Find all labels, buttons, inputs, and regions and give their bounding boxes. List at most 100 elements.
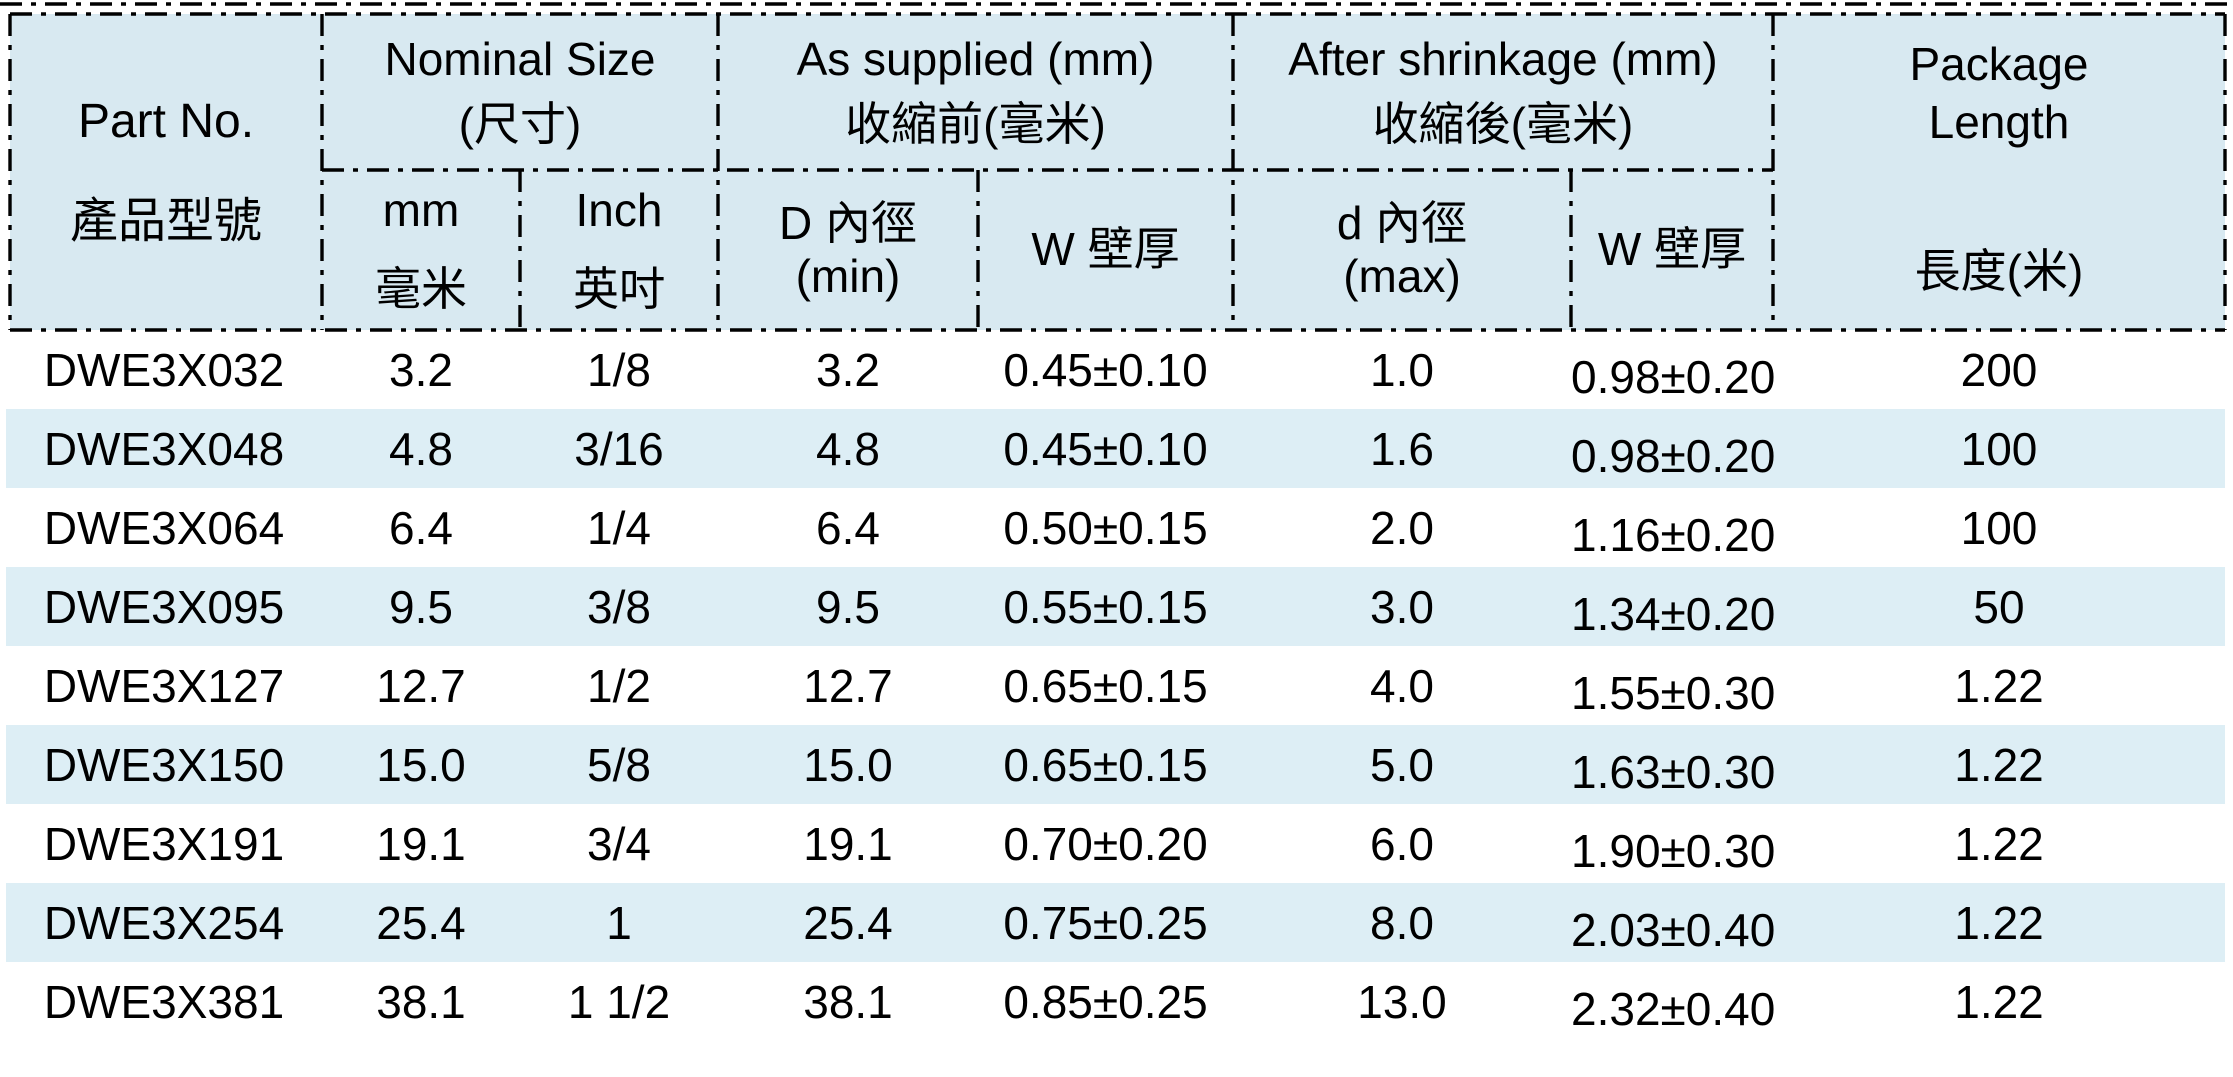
cell-part-no: DWE3X381 — [43, 975, 285, 1028]
table-row: DWE3X191 19.1 3/4 19.1 0.70±0.20 6.0 1.9… — [6, 804, 2225, 883]
header-nominal-size: Nominal Size (尺寸) — [322, 14, 718, 170]
table-row: DWE3X381 38.1 1 1/2 38.1 0.85±0.25 13.0 … — [6, 962, 2225, 1041]
cell-inch: 5/8 — [587, 738, 651, 791]
table-row: DWE3X064 6.4 1/4 6.4 0.50±0.15 2.0 1.16±… — [6, 488, 2225, 567]
cell-d-max: 1.0 — [1370, 343, 1434, 396]
cell-w-as-supplied: 0.45±0.10 — [1003, 422, 1208, 475]
cell-d-max: 6.0 — [1370, 817, 1434, 870]
header-after-shrinkage: After shrinkage (mm) 收縮後(毫米) — [1233, 14, 1773, 170]
cell-inch: 3/16 — [574, 422, 664, 475]
cell-w-as-supplied: 0.85±0.25 — [1003, 975, 1208, 1028]
header-inch: Inch 英吋 — [520, 170, 718, 330]
table-row: DWE3X127 12.7 1/2 12.7 0.65±0.15 4.0 1.5… — [6, 646, 2225, 725]
cell-w-as-supplied: 0.70±0.20 — [1003, 817, 1208, 870]
header-d-inner-min-line2: (min) — [795, 250, 901, 302]
cell-part-no: DWE3X032 — [43, 343, 285, 396]
cell-inch: 1 — [606, 896, 632, 949]
cell-w-after-shrinkage: 2.32±0.40 — [1571, 982, 1776, 1035]
cell-package-length: 1.22 — [1954, 975, 2044, 1028]
header-d-inner-max-line2: (max) — [1343, 250, 1461, 302]
header-as-supplied-en: As supplied (mm) — [796, 32, 1155, 85]
cell-w-after-shrinkage: 1.90±0.30 — [1571, 824, 1776, 877]
header-mm: mm 毫米 — [322, 170, 520, 330]
cell-inch: 1 1/2 — [567, 975, 671, 1028]
cell-w-as-supplied: 0.55±0.15 — [1003, 580, 1208, 633]
header-d-inner-max-line1: d 內徑 — [1336, 197, 1468, 250]
cell-inch: 1/4 — [587, 501, 651, 554]
cell-d-max: 13.0 — [1357, 975, 1447, 1028]
header-d-inner-min-line1: D 內徑 — [779, 197, 917, 250]
table-row: DWE3X048 4.8 3/16 4.8 0.45±0.10 1.6 0.98… — [6, 409, 2225, 488]
header-part-no-en: Part No. — [77, 95, 255, 148]
header-w-wall-after-shrinkage: W 壁厚 — [1571, 170, 1773, 330]
cell-part-no: DWE3X064 — [43, 501, 285, 554]
cell-w-after-shrinkage: 1.34±0.20 — [1571, 587, 1776, 640]
table-row: DWE3X095 9.5 3/8 9.5 0.55±0.15 3.0 1.34±… — [6, 567, 2225, 646]
header-package-length: Package Length 長度(米) — [1773, 14, 2225, 330]
cell-mm: 9.5 — [389, 580, 453, 633]
cell-mm: 38.1 — [376, 975, 466, 1028]
cell-d-min: 12.7 — [803, 659, 893, 712]
cell-d-max: 8.0 — [1370, 896, 1434, 949]
cell-w-after-shrinkage: 1.55±0.30 — [1571, 666, 1776, 719]
cell-package-length: 50 — [1973, 580, 2025, 633]
cell-mm: 19.1 — [376, 817, 466, 870]
cell-inch: 1/8 — [587, 343, 651, 396]
header-mm-zh: 毫米 — [375, 263, 467, 315]
header-inch-zh: 英吋 — [573, 263, 665, 315]
cell-part-no: DWE3X254 — [43, 896, 285, 949]
cell-w-as-supplied: 0.65±0.15 — [1003, 659, 1208, 712]
cell-d-max: 4.0 — [1370, 659, 1434, 712]
cell-d-max: 3.0 — [1370, 580, 1434, 633]
cell-d-min: 9.5 — [816, 580, 880, 633]
header-w-wall-as-supplied-label: W 壁厚 — [1031, 223, 1180, 276]
header-after-shrinkage-zh: 收縮後(毫米) — [1372, 98, 1634, 150]
header-d-inner-max: d 內徑 (max) — [1233, 170, 1571, 330]
cell-mm: 4.8 — [389, 422, 453, 475]
header-w-wall-after-shrinkage-label: W 壁厚 — [1597, 223, 1747, 276]
cell-w-as-supplied: 0.45±0.10 — [1003, 343, 1208, 396]
cell-mm: 6.4 — [389, 501, 453, 554]
cell-part-no: DWE3X048 — [43, 422, 285, 475]
header-w-wall-as-supplied: W 壁厚 — [978, 170, 1233, 330]
cell-d-min: 19.1 — [803, 817, 893, 870]
cell-package-length: 1.22 — [1954, 896, 2044, 949]
cell-w-after-shrinkage: 0.98±0.20 — [1571, 350, 1776, 403]
cell-w-after-shrinkage: 0.98±0.20 — [1571, 429, 1776, 482]
cell-d-min: 3.2 — [816, 343, 880, 396]
cell-package-length: 200 — [1960, 343, 2038, 396]
cell-part-no: DWE3X127 — [43, 659, 285, 712]
cell-d-min: 4.8 — [816, 422, 880, 475]
cell-package-length: 1.22 — [1954, 659, 2044, 712]
cell-inch: 3/4 — [587, 817, 651, 870]
cell-d-min: 38.1 — [803, 975, 893, 1028]
cell-mm: 3.2 — [389, 343, 453, 396]
cell-d-max: 2.0 — [1370, 501, 1434, 554]
header-nominal-size-en: Nominal Size — [384, 32, 656, 85]
header-package-zh: 長度(米) — [1914, 244, 2084, 297]
cell-mm: 25.4 — [376, 896, 466, 949]
header-inch-en: Inch — [575, 183, 663, 236]
cell-w-as-supplied: 0.50±0.15 — [1003, 501, 1208, 554]
cell-inch: 3/8 — [587, 580, 651, 633]
header-package-line1: Package — [1909, 38, 2089, 90]
cell-mm: 15.0 — [376, 738, 466, 791]
table-row: DWE3X150 15.0 5/8 15.0 0.65±0.15 5.0 1.6… — [6, 725, 2225, 804]
cell-part-no: DWE3X191 — [43, 817, 285, 870]
cell-d-max: 1.6 — [1370, 422, 1434, 475]
cell-w-after-shrinkage: 2.03±0.40 — [1571, 903, 1776, 956]
cell-d-min: 6.4 — [816, 501, 880, 554]
cell-d-min: 15.0 — [803, 738, 893, 791]
cell-d-min: 25.4 — [803, 896, 893, 949]
table-row: DWE3X032 3.2 1/8 3.2 0.45±0.10 1.0 0.98±… — [6, 330, 2225, 409]
cell-package-length: 1.22 — [1954, 817, 2044, 870]
header-part-no-zh: 產品型號 — [69, 195, 262, 248]
cell-package-length: 100 — [1960, 422, 2038, 475]
header-as-supplied: As supplied (mm) 收縮前(毫米) — [718, 14, 1233, 170]
cell-w-after-shrinkage: 1.16±0.20 — [1571, 508, 1776, 561]
table-row: DWE3X254 25.4 1 25.4 0.75±0.25 8.0 2.03±… — [6, 883, 2225, 962]
cell-package-length: 1.22 — [1954, 738, 2044, 791]
header-as-supplied-zh: 收縮前(毫米) — [845, 98, 1106, 150]
cell-package-length: 100 — [1960, 501, 2038, 554]
